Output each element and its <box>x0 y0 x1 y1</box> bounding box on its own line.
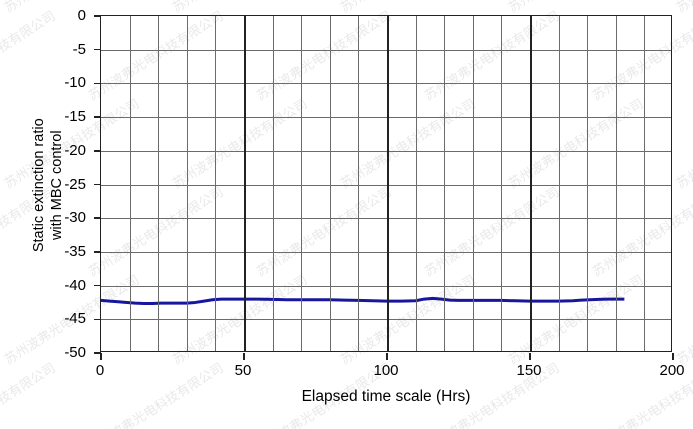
x-tick-mark <box>100 353 102 360</box>
y-tick-label: -15 <box>64 108 86 126</box>
vertical-gridline-minor <box>587 16 589 351</box>
horizontal-gridline <box>101 150 671 152</box>
y-tick-mark <box>94 48 101 51</box>
y-tick-label: 0 <box>77 7 86 24</box>
y-tick-mark <box>94 183 101 186</box>
vertical-gridline-minor <box>644 16 646 351</box>
y-axis-title-line2: with MBC control <box>48 130 65 241</box>
y-tick-mark <box>94 150 101 152</box>
vertical-gridline-minor <box>615 16 617 351</box>
y-tick-label: -30 <box>64 209 86 227</box>
vertical-gridline-major <box>244 16 246 351</box>
x-tick-mark <box>243 353 245 360</box>
horizontal-gridline <box>101 184 671 186</box>
horizontal-gridline <box>101 49 671 51</box>
y-tick-label: -5 <box>72 40 86 58</box>
data-line-static-extinction-ratio <box>100 296 625 305</box>
y-tick-mark <box>94 217 101 219</box>
x-tick-label: 50 <box>234 362 252 379</box>
vertical-gridline-minor <box>158 16 160 351</box>
x-tick-label: 200 <box>659 362 685 379</box>
y-tick-mark <box>94 116 101 118</box>
y-tick-mark <box>94 284 101 287</box>
y-tick-label: -50 <box>64 344 86 361</box>
y-tick-label: -25 <box>64 175 86 193</box>
vertical-gridline-minor <box>472 16 474 351</box>
x-tick-label: 150 <box>516 362 542 379</box>
horizontal-gridline <box>101 285 671 287</box>
horizontal-gridline <box>101 251 671 253</box>
x-axis-title: Elapsed time scale (Hrs) <box>301 388 471 405</box>
vertical-gridline-minor <box>215 16 217 351</box>
x-tick-label: 100 <box>373 362 399 379</box>
vertical-gridline-minor <box>186 16 188 351</box>
y-tick-mark <box>94 15 101 17</box>
series-layer <box>100 296 625 305</box>
vertical-gridline-minor <box>415 16 417 351</box>
x-tick-mark <box>529 353 531 360</box>
vertical-gridline-minor <box>558 16 560 351</box>
x-tick-mark <box>386 353 388 360</box>
y-axis-title: Static extinction ratio with MBC control <box>6 0 65 369</box>
vertical-gridline-minor <box>358 16 360 351</box>
plot-area <box>94 15 674 360</box>
y-tick-label: -20 <box>64 141 86 159</box>
y-tick-mark <box>94 352 101 354</box>
y-tick-label: -35 <box>64 242 86 260</box>
horizontal-gridline <box>101 83 671 85</box>
horizontal-gridline <box>101 117 671 119</box>
x-tick-mark <box>672 353 674 360</box>
vertical-gridline-minor <box>272 16 274 351</box>
y-tick-mark <box>94 251 101 253</box>
y-tick-label: -45 <box>64 310 86 328</box>
vertical-gridline-minor <box>329 16 331 351</box>
horizontal-gridline <box>101 319 671 321</box>
vertical-gridline-minor <box>301 16 303 351</box>
horizontal-gridline <box>101 218 671 220</box>
y-tick-mark <box>94 82 101 85</box>
vertical-gridline-minor <box>129 16 131 351</box>
vertical-gridline-minor <box>501 16 503 351</box>
y-axis-title-line1: Static extinction ratio <box>30 118 47 253</box>
vertical-gridline-major <box>387 16 389 351</box>
y-tick-label: -40 <box>64 276 86 294</box>
y-tick-mark <box>94 318 101 321</box>
x-tick-label: 0 <box>95 362 105 379</box>
y-tick-label: -10 <box>64 74 86 92</box>
vertical-gridline-minor <box>444 16 446 351</box>
vertical-gridline-major <box>530 16 532 351</box>
